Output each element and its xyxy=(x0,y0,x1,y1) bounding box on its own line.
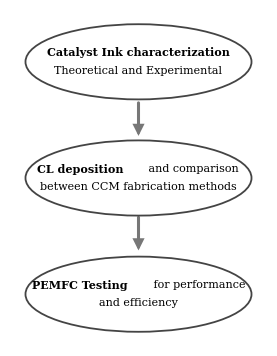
Text: CL deposition: CL deposition xyxy=(37,164,124,174)
Text: PEMFC Testing: PEMFC Testing xyxy=(32,280,127,291)
Text: Catalyst Ink characterization: Catalyst Ink characterization xyxy=(47,47,230,58)
Ellipse shape xyxy=(25,140,252,216)
Text: between CCM fabrication methods: between CCM fabrication methods xyxy=(40,182,237,192)
Text: Theoretical and Experimental: Theoretical and Experimental xyxy=(55,66,222,76)
Text: for performance: for performance xyxy=(150,280,245,290)
Text: and efficiency: and efficiency xyxy=(99,298,178,308)
Ellipse shape xyxy=(25,24,252,99)
Ellipse shape xyxy=(25,257,252,332)
Text: and comparison: and comparison xyxy=(145,164,239,174)
